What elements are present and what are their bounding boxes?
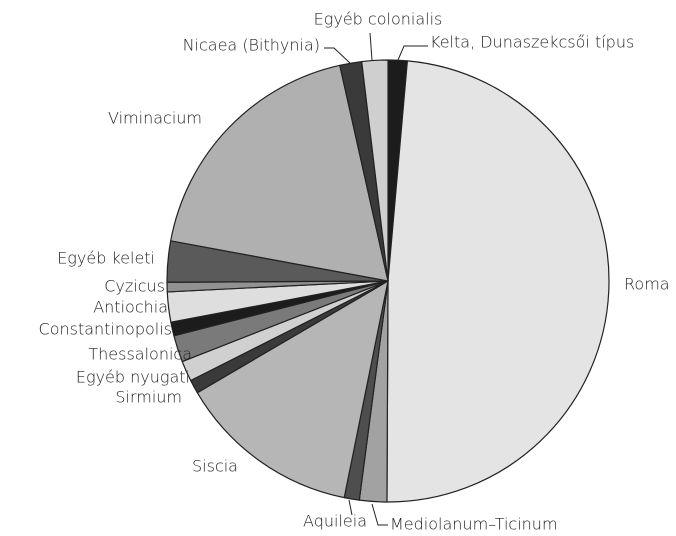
slice-label: Sirmium xyxy=(115,388,182,407)
leader-line xyxy=(371,503,388,526)
slice-label: Cyzicus xyxy=(104,277,165,296)
pie-slice xyxy=(170,64,389,282)
slice-label: Egyéb keleti xyxy=(57,249,155,268)
slice-label: Mediolanum–Ticinum xyxy=(390,515,558,534)
slice-label: Viminacium xyxy=(108,109,202,128)
slice-label: Thessalonica xyxy=(88,345,192,364)
slice-label: Roma xyxy=(624,275,670,294)
slice-label: Egyéb colonialis xyxy=(314,10,443,29)
slice-label: Kelta, Dunaszekcsői típus xyxy=(430,33,634,52)
slice-label: Antiochia xyxy=(93,298,168,317)
slice-label: Constantinopolis xyxy=(39,320,172,339)
slice-label: Siscia xyxy=(192,457,238,476)
leader-line xyxy=(348,499,353,516)
slice-label: Aquileia xyxy=(303,512,367,531)
pie-slice xyxy=(196,280,389,499)
slice-label: Nicaea (Bithynia) xyxy=(183,36,320,55)
pie-slice xyxy=(361,59,389,282)
leader-line xyxy=(397,45,428,61)
slice-label: Egyéb nyugati xyxy=(76,368,190,387)
leader-line xyxy=(369,32,373,61)
leader-line xyxy=(324,47,351,64)
pie-slice xyxy=(386,60,610,503)
